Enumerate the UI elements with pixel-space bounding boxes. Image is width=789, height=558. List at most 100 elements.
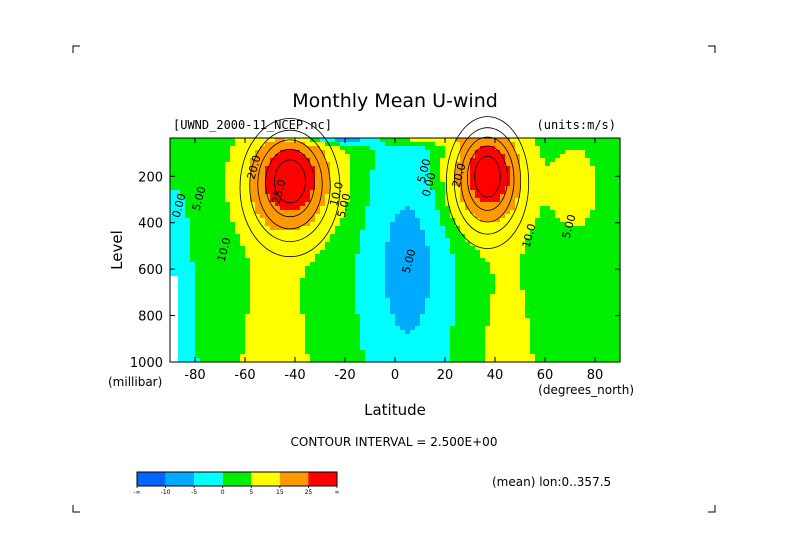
field-cell <box>435 346 441 351</box>
field-cell <box>385 322 391 327</box>
field-cell <box>395 350 401 355</box>
field-cell <box>555 202 561 207</box>
field-cell <box>380 166 386 171</box>
field-cell <box>605 282 611 287</box>
field-cell <box>355 290 361 295</box>
field-cell <box>615 314 621 319</box>
field-cell <box>545 198 551 203</box>
field-cell <box>365 206 371 211</box>
field-cell <box>500 290 506 295</box>
field-cell <box>205 162 211 167</box>
field-cell <box>410 334 416 339</box>
field-cell <box>530 162 536 167</box>
field-cell <box>450 210 456 215</box>
field-cell <box>445 346 451 351</box>
field-cell <box>310 238 316 243</box>
field-cell <box>435 174 441 179</box>
field-cell <box>305 358 311 363</box>
field-cell <box>310 210 316 215</box>
field-cell <box>245 234 251 239</box>
field-cell <box>485 250 491 255</box>
field-cell <box>445 278 451 283</box>
field-cell <box>315 170 321 175</box>
field-cell <box>480 286 486 291</box>
field-cell <box>205 274 211 279</box>
field-cell <box>555 186 561 191</box>
field-cell <box>400 218 406 223</box>
field-cell <box>275 194 281 199</box>
field-cell <box>300 238 306 243</box>
field-cell <box>610 174 616 179</box>
field-cell <box>520 306 526 311</box>
field-cell <box>315 350 321 355</box>
field-cell <box>545 178 551 183</box>
field-cell <box>365 350 371 355</box>
field-cell <box>320 294 326 299</box>
field-cell <box>500 198 506 203</box>
field-cell <box>400 194 406 199</box>
field-cell <box>375 270 381 275</box>
field-cell <box>555 262 561 267</box>
field-cell <box>230 198 236 203</box>
field-cell <box>375 206 381 211</box>
field-cell <box>525 314 531 319</box>
field-cell <box>230 174 236 179</box>
field-cell <box>530 270 536 275</box>
field-cell <box>440 350 446 355</box>
field-cell <box>510 138 516 143</box>
field-cell <box>470 158 476 163</box>
field-cell <box>525 214 531 219</box>
field-cell <box>220 194 226 199</box>
field-cell <box>230 286 236 291</box>
field-cell <box>425 298 431 303</box>
field-cell <box>270 274 276 279</box>
field-cell <box>530 226 536 231</box>
field-cell <box>595 330 601 335</box>
field-cell <box>550 170 556 175</box>
field-cell <box>545 298 551 303</box>
field-cell <box>350 234 356 239</box>
field-cell <box>405 214 411 219</box>
field-cell <box>285 174 291 179</box>
field-cell <box>260 270 266 275</box>
field-cell <box>285 330 291 335</box>
field-cell <box>590 266 596 271</box>
field-cell <box>250 270 256 275</box>
field-cell <box>205 150 211 155</box>
field-cell <box>450 326 456 331</box>
field-cell <box>465 314 471 319</box>
field-cell <box>290 198 296 203</box>
field-cell <box>275 170 281 175</box>
field-cell <box>525 238 531 243</box>
field-cell <box>585 178 591 183</box>
field-cell <box>460 138 466 143</box>
field-cell <box>550 210 556 215</box>
field-cell <box>485 330 491 335</box>
field-cell <box>535 258 541 263</box>
field-cell <box>310 358 316 363</box>
field-cell <box>525 302 531 307</box>
field-cell <box>565 230 571 235</box>
field-cell <box>245 334 251 339</box>
field-cell <box>465 306 471 311</box>
field-cell <box>340 146 346 151</box>
field-cell <box>240 178 246 183</box>
field-cell <box>585 262 591 267</box>
field-cell <box>405 310 411 315</box>
field-cell <box>580 234 586 239</box>
field-cell <box>435 342 441 347</box>
field-cell <box>270 282 276 287</box>
field-cell <box>170 158 176 163</box>
field-cell <box>220 138 226 143</box>
field-cell <box>480 238 486 243</box>
field-cell <box>495 258 501 263</box>
field-cell <box>410 238 416 243</box>
field-cell <box>495 154 501 159</box>
field-cell <box>425 334 431 339</box>
field-cell <box>275 162 281 167</box>
field-cell <box>350 310 356 315</box>
field-cell <box>305 186 311 191</box>
field-cell <box>600 150 606 155</box>
field-cell <box>565 282 571 287</box>
field-cell <box>490 154 496 159</box>
